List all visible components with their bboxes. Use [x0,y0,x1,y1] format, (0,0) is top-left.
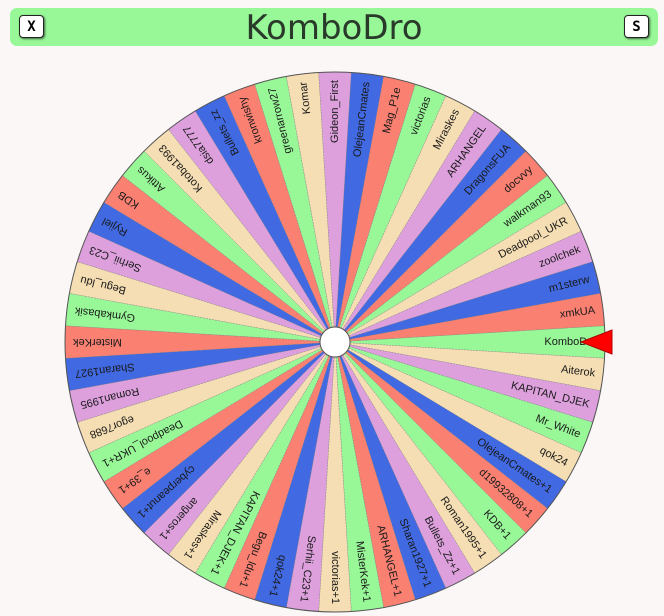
wheel-segment-label: victorias+1 [329,551,341,604]
wheel-segments[interactable] [64,71,606,613]
wheel-segment-label: Gideon_First [329,80,341,143]
wheel-segment-label: Aiterok [560,363,596,379]
wheel-segment-label: Komar [297,81,313,115]
wheel-title: KomboDro [245,8,423,48]
wheel-segment-label: KomboDro [544,336,597,348]
spin-button[interactable]: S [624,15,649,38]
wheel-segment-label: xmkUA [559,304,596,320]
pointer-icon [579,329,613,355]
wheel-segment-label: MisterKek [73,336,122,348]
wheel-hub[interactable] [319,326,351,358]
title-bar: KomboDro X S [10,8,658,48]
close-button[interactable]: X [19,15,44,38]
